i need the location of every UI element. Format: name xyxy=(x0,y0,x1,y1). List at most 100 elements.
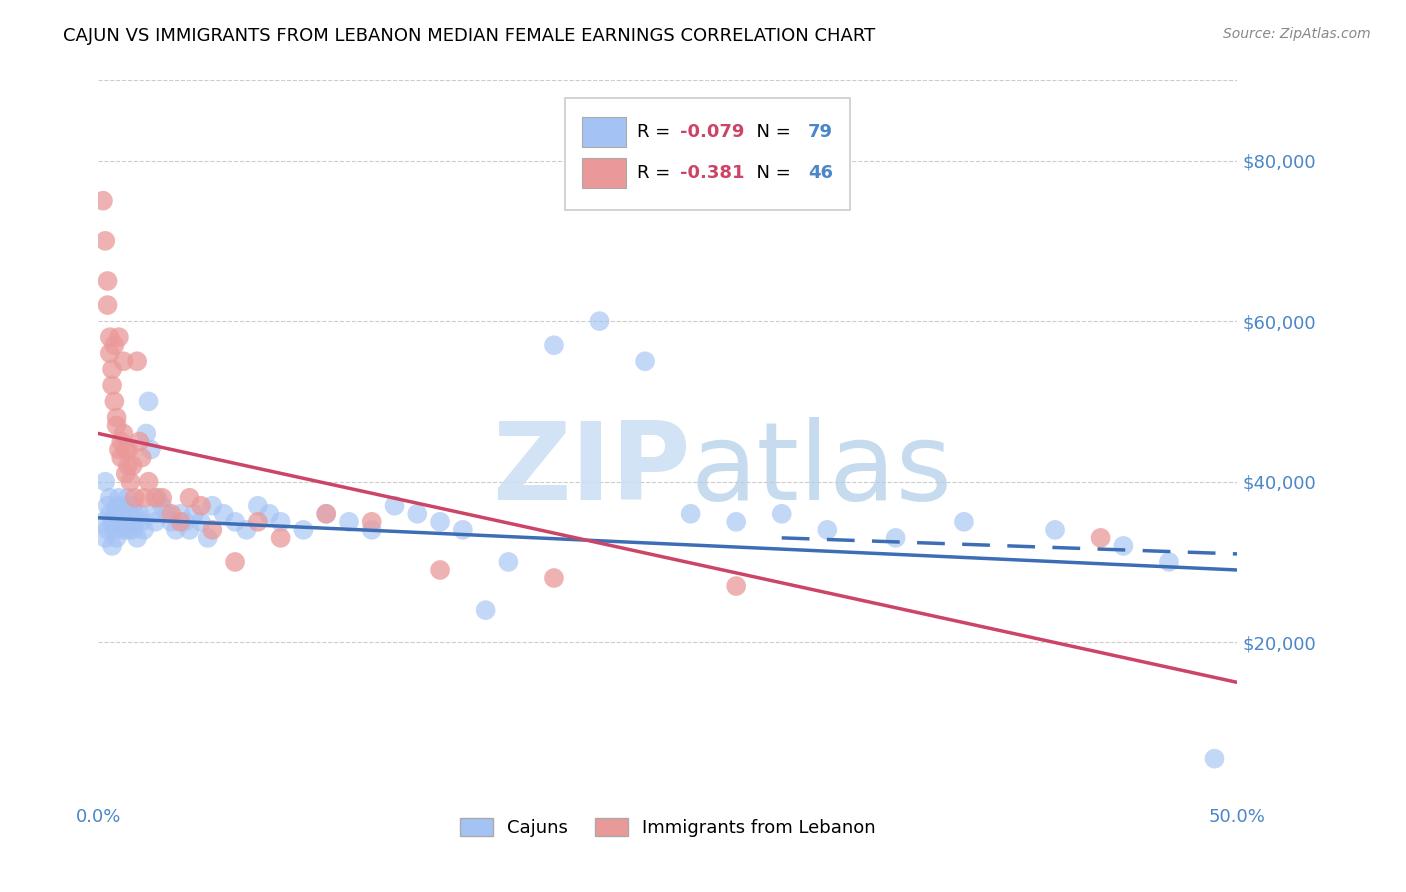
Point xyxy=(121,523,143,537)
Point xyxy=(117,523,139,537)
Point xyxy=(131,515,153,529)
Point xyxy=(725,579,748,593)
Point xyxy=(98,330,121,344)
Point xyxy=(114,507,136,521)
Point xyxy=(315,507,337,521)
Point xyxy=(1157,555,1180,569)
Point xyxy=(150,499,173,513)
Text: R =: R = xyxy=(637,164,676,182)
Point xyxy=(108,507,131,521)
Point xyxy=(429,515,451,529)
Point xyxy=(117,458,139,473)
Point xyxy=(1112,539,1135,553)
FancyBboxPatch shape xyxy=(565,98,851,211)
Point xyxy=(132,523,155,537)
Point xyxy=(224,555,246,569)
Point xyxy=(156,507,179,521)
Point xyxy=(429,563,451,577)
Point xyxy=(1090,531,1112,545)
Point xyxy=(128,434,150,449)
Point xyxy=(110,434,132,449)
Point xyxy=(169,515,191,529)
Point xyxy=(270,531,292,545)
Text: N =: N = xyxy=(745,164,797,182)
Point xyxy=(121,499,143,513)
Point xyxy=(725,515,748,529)
Point xyxy=(543,338,565,352)
Point xyxy=(120,507,142,521)
Point xyxy=(224,515,246,529)
Point xyxy=(360,523,382,537)
FancyBboxPatch shape xyxy=(582,117,626,147)
Text: -0.079: -0.079 xyxy=(681,123,745,141)
Point xyxy=(246,499,269,513)
Point xyxy=(120,515,142,529)
Point xyxy=(337,515,360,529)
Point xyxy=(117,442,139,457)
Point xyxy=(108,442,131,457)
Point xyxy=(110,515,132,529)
Text: 79: 79 xyxy=(808,123,832,141)
Point xyxy=(101,378,124,392)
Legend: Cajuns, Immigrants from Lebanon: Cajuns, Immigrants from Lebanon xyxy=(453,811,883,845)
Point xyxy=(142,507,165,521)
Point xyxy=(146,491,169,505)
Point xyxy=(292,523,315,537)
Point xyxy=(406,507,429,521)
Point xyxy=(103,394,125,409)
Point xyxy=(114,467,136,481)
Point xyxy=(94,531,117,545)
Text: 46: 46 xyxy=(808,164,832,182)
Point xyxy=(96,523,118,537)
Point xyxy=(135,426,157,441)
Text: -0.381: -0.381 xyxy=(681,164,745,182)
Point xyxy=(101,539,124,553)
Point xyxy=(96,298,118,312)
Point xyxy=(110,507,132,521)
Point xyxy=(105,410,128,425)
Point xyxy=(105,531,128,545)
Point xyxy=(139,442,162,457)
Point xyxy=(588,314,610,328)
Point xyxy=(179,523,201,537)
Point xyxy=(103,523,125,537)
Point xyxy=(94,234,117,248)
Point xyxy=(108,491,131,505)
Point xyxy=(112,354,135,368)
Point xyxy=(127,531,149,545)
Point xyxy=(131,450,153,465)
Text: Source: ZipAtlas.com: Source: ZipAtlas.com xyxy=(1223,27,1371,41)
Point xyxy=(259,507,281,521)
FancyBboxPatch shape xyxy=(582,158,626,188)
Point xyxy=(884,531,907,545)
Point xyxy=(543,571,565,585)
Point xyxy=(201,499,224,513)
Point xyxy=(138,394,160,409)
Point xyxy=(190,499,212,513)
Text: ZIP: ZIP xyxy=(492,417,690,524)
Point xyxy=(91,194,114,208)
Point xyxy=(124,515,146,529)
Point xyxy=(679,507,702,521)
Point xyxy=(103,507,125,521)
Point xyxy=(160,515,183,529)
Point xyxy=(451,523,474,537)
Point xyxy=(112,523,135,537)
Point xyxy=(212,507,235,521)
Point xyxy=(120,475,142,489)
Point xyxy=(1204,751,1226,765)
Point xyxy=(114,442,136,457)
Point xyxy=(98,491,121,505)
Point xyxy=(360,515,382,529)
Point xyxy=(117,491,139,505)
Point xyxy=(91,515,114,529)
Point xyxy=(1043,523,1066,537)
Text: atlas: atlas xyxy=(690,417,953,524)
Point xyxy=(96,499,118,513)
Point xyxy=(96,274,118,288)
Point xyxy=(101,515,124,529)
Point xyxy=(124,507,146,521)
Point xyxy=(634,354,657,368)
Point xyxy=(124,491,146,505)
Text: N =: N = xyxy=(745,123,797,141)
